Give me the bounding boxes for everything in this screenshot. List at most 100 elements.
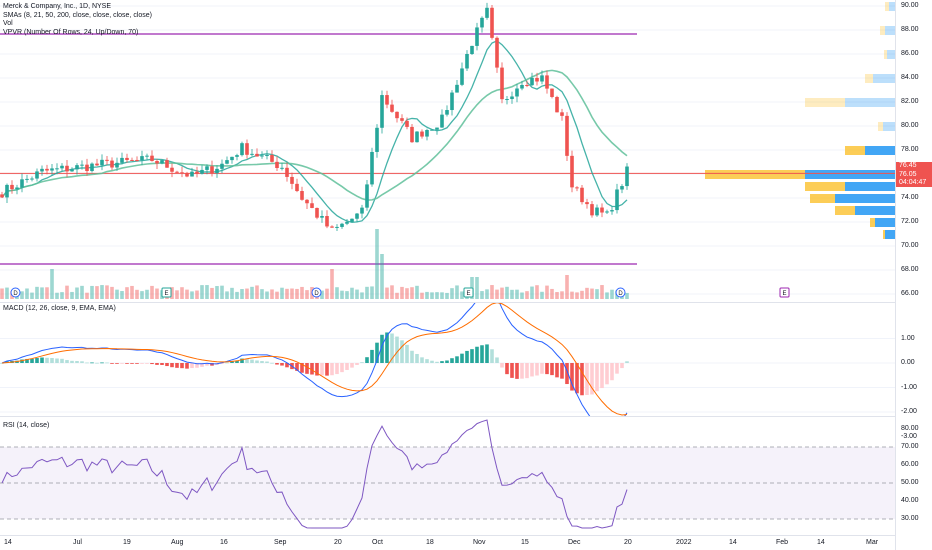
candle-body — [405, 120, 409, 127]
macd-histogram-bar — [560, 363, 564, 379]
candle-body — [350, 218, 354, 222]
vpvr-down-bar — [878, 122, 883, 131]
time-tick-label: 14 — [4, 539, 12, 546]
candle-body — [380, 95, 384, 128]
macd-histogram-bar — [410, 350, 414, 363]
volume-bar — [175, 290, 179, 299]
volume-bar — [360, 292, 364, 299]
volume-bar — [55, 292, 59, 299]
macd-histogram-bar — [465, 350, 469, 363]
candle-body — [335, 226, 339, 228]
event-marker — [463, 287, 474, 298]
macd-histogram-bar — [525, 363, 529, 379]
rsi-chart[interactable] — [0, 417, 895, 535]
candle-body — [260, 155, 264, 157]
macd-histogram-bar — [240, 358, 244, 363]
macd-histogram-bar — [445, 360, 449, 363]
macd-histogram-bar — [540, 363, 544, 374]
macd-histogram-bar — [25, 358, 29, 363]
volume-bar — [90, 285, 94, 299]
candle-body — [265, 155, 269, 157]
macd-histogram-bar — [570, 363, 574, 391]
macd-histogram-bar — [155, 363, 159, 365]
candle-body — [400, 118, 404, 121]
candle-body — [145, 155, 149, 157]
vpvr-legend[interactable]: VPVR (Number Of Rows, 24, Up/Down, 70) — [3, 28, 139, 36]
vpvr-up-bar — [845, 98, 895, 107]
close-price-badge: 76.05 04:04:47 — [896, 171, 932, 187]
event-marker — [161, 287, 172, 298]
macd-histogram-bar — [625, 361, 629, 363]
macd-histogram-bar — [310, 363, 314, 375]
vpvr-up-bar — [855, 206, 895, 215]
volume-bar — [255, 285, 259, 299]
macd-histogram-bar — [255, 360, 259, 363]
macd-histogram-bar — [140, 363, 144, 364]
volume-bar — [235, 291, 239, 299]
vpvr-down-bar — [845, 146, 865, 155]
candle-body — [130, 159, 134, 161]
volume-bar — [215, 286, 219, 299]
volume-bar — [265, 291, 269, 299]
volume-bar — [480, 291, 484, 299]
candle-body — [390, 104, 394, 112]
candle-body — [570, 155, 574, 188]
vpvr-up-bar — [865, 146, 895, 155]
macd-histogram-bar — [435, 361, 439, 363]
price-tick-label: 70.00 — [901, 242, 919, 249]
candle-body — [525, 84, 529, 86]
macd-histogram-bar — [295, 363, 299, 371]
candle-body — [420, 131, 424, 137]
price-tick-label: 86.00 — [901, 50, 919, 57]
macd-histogram-bar — [495, 357, 499, 363]
macd-histogram-bar — [305, 363, 309, 374]
candle-body — [360, 207, 364, 214]
candle-body — [190, 171, 194, 177]
candle-body — [415, 131, 419, 143]
volume-bar — [115, 289, 119, 299]
volume-bar — [220, 285, 224, 299]
volume-bar — [395, 292, 399, 299]
macd-legend[interactable]: MACD (12, 26, close, 9, EMA, EMA) — [3, 305, 116, 312]
macd-histogram-bar — [70, 360, 74, 363]
vpvr-down-bar — [810, 194, 835, 203]
price-axis[interactable] — [895, 0, 932, 550]
macd-histogram-bar — [245, 359, 249, 363]
macd-histogram-bar — [130, 363, 134, 364]
volume-bar — [535, 285, 539, 299]
candle-body — [540, 75, 544, 82]
volume-bar — [100, 285, 104, 299]
symbol-title[interactable]: Merck & Company, Inc., 1D, NYSE — [3, 3, 112, 10]
time-tick-label: 14 — [817, 539, 825, 546]
pane-divider[interactable] — [0, 302, 932, 303]
candle-body — [195, 171, 199, 174]
macd-chart[interactable] — [0, 303, 895, 416]
macd-histogram-bar — [30, 358, 34, 363]
candle-body — [165, 160, 169, 168]
candle-body — [320, 216, 324, 218]
candle-body — [80, 164, 84, 166]
macd-histogram-bar — [455, 356, 459, 363]
candle-body — [45, 168, 49, 171]
rsi-legend[interactable]: RSI (14, close) — [3, 422, 50, 429]
macd-histogram-bar — [330, 363, 334, 376]
volume-bar — [320, 290, 324, 299]
macd-histogram-bar — [270, 362, 274, 364]
volume-bar — [130, 285, 134, 299]
candle-body — [105, 159, 109, 161]
sma-legend[interactable]: SMAs (8, 21, 50, 200, close, close, clos… — [3, 11, 153, 19]
pane-divider[interactable] — [0, 416, 932, 417]
volume-bar — [575, 292, 579, 299]
vpvr-up-bar — [883, 122, 895, 131]
rsi-tick-label: 70.00 — [901, 443, 919, 450]
vol-legend[interactable]: Vol — [3, 20, 13, 27]
signal-line — [1, 303, 628, 416]
time-tick-label: 19 — [123, 539, 131, 546]
macd-histogram-bar — [260, 361, 264, 363]
volume-bar — [75, 287, 79, 299]
macd-histogram-bar — [345, 363, 349, 370]
volume-bar — [450, 288, 454, 299]
event-marker — [779, 287, 790, 298]
candle-body — [470, 45, 474, 54]
